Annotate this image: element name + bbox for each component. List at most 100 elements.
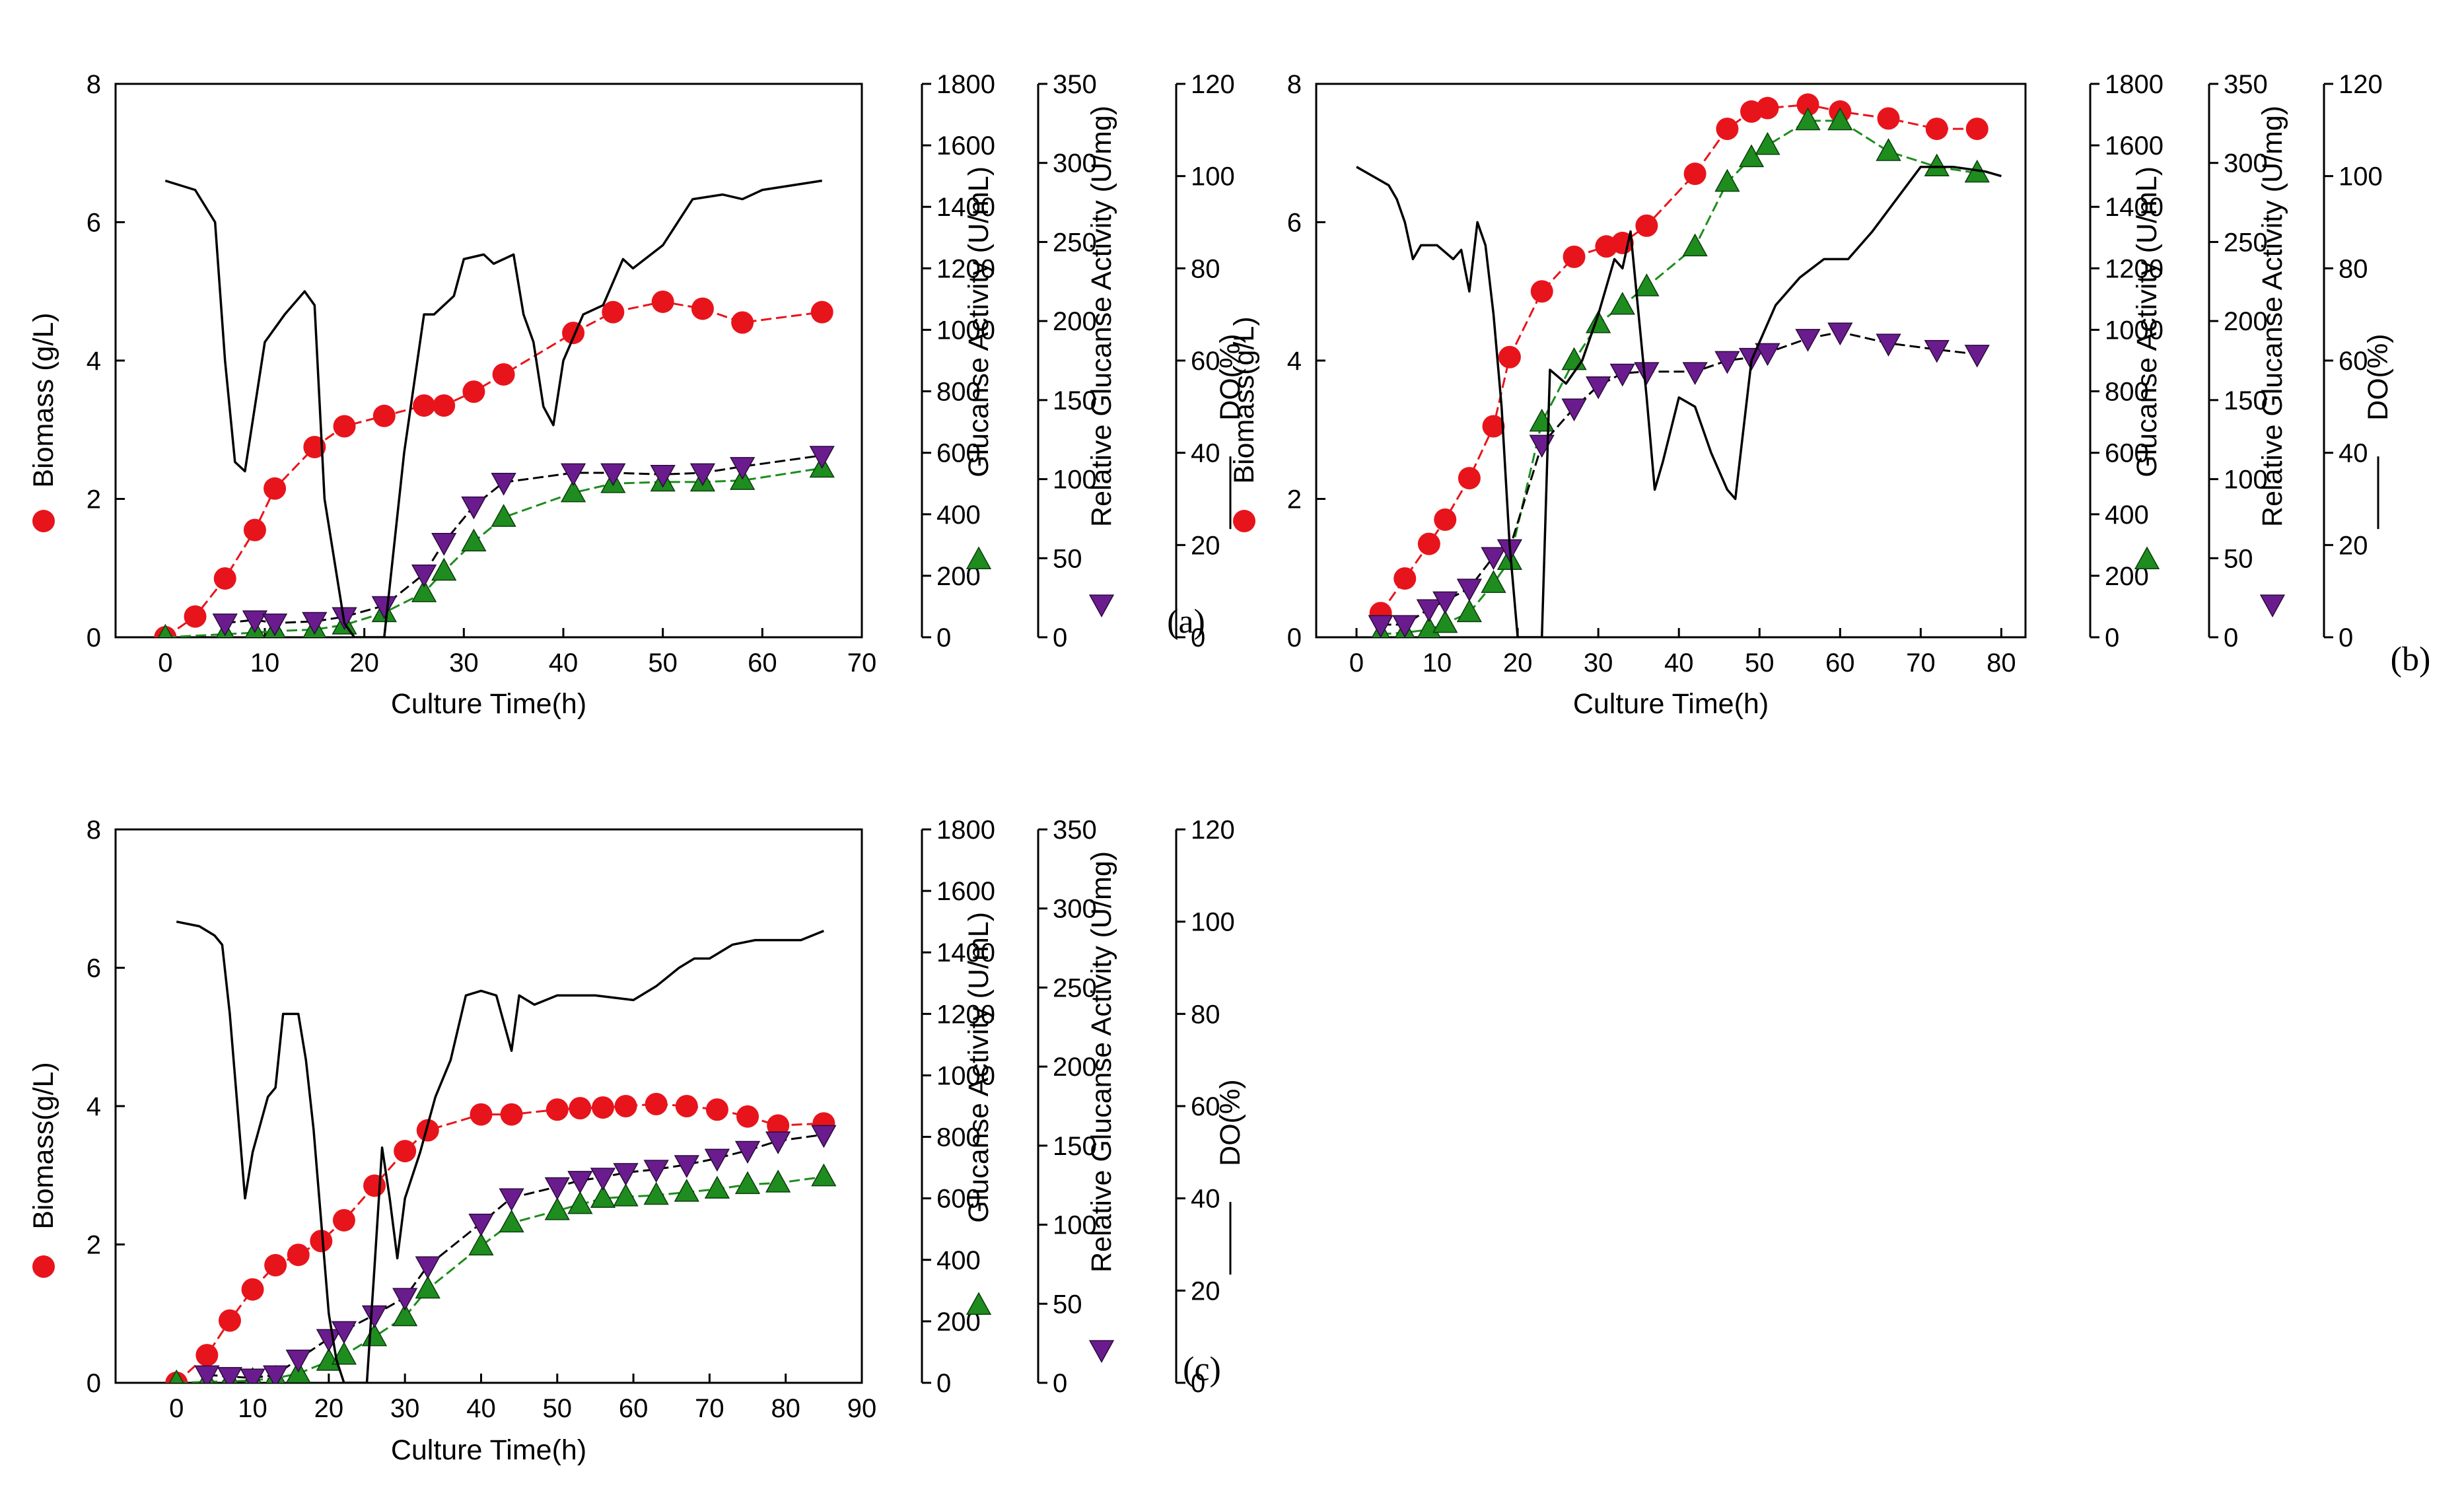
data-point bbox=[416, 1119, 439, 1142]
glucanase-legend-marker bbox=[966, 1292, 992, 1315]
y-tick-label: 6 bbox=[1287, 209, 1302, 238]
glucanase-tick-label: 1000 bbox=[2105, 316, 2164, 345]
relative-legend-marker bbox=[1088, 1340, 1115, 1363]
data-point bbox=[242, 610, 268, 633]
glucanase-tick-label: 1800 bbox=[936, 816, 995, 845]
y-tick-label: 2 bbox=[87, 1231, 101, 1260]
x-axis-label: Culture Time(h) bbox=[391, 688, 586, 720]
data-point bbox=[1755, 343, 1780, 367]
data-point bbox=[331, 1321, 357, 1345]
series-line bbox=[1380, 120, 1977, 635]
data-point bbox=[363, 1174, 386, 1197]
do-tick-label: 120 bbox=[2339, 70, 2383, 99]
relative-glucanase-activity-series bbox=[194, 1125, 837, 1383]
do-tick-label: 0 bbox=[2339, 623, 2353, 652]
data-point bbox=[462, 380, 485, 403]
do-curve bbox=[1356, 165, 2002, 637]
glucanase-tick-label: 1000 bbox=[936, 1061, 995, 1090]
glucanase-activity-series bbox=[169, 1163, 837, 1383]
data-point bbox=[500, 1103, 523, 1126]
data-point bbox=[731, 311, 754, 334]
data-point bbox=[1965, 118, 1989, 141]
data-point bbox=[674, 1179, 699, 1202]
do-series bbox=[176, 920, 825, 1383]
relative-tick-label: 100 bbox=[1053, 1211, 1097, 1240]
data-point bbox=[499, 1188, 524, 1212]
panel-a: 0 10 20 30 40 50 60 70 Culture Time(h) 0 2 4 6 8 Bioma… bbox=[28, 70, 1246, 720]
x-tick-label: 90 bbox=[847, 1394, 877, 1423]
relative-tick-label: 250 bbox=[2224, 228, 2268, 257]
data-point bbox=[1609, 291, 1635, 315]
do-tick-label: 20 bbox=[1191, 531, 1220, 560]
relative-tick-label: 200 bbox=[1053, 1053, 1097, 1082]
series-line bbox=[176, 1103, 824, 1383]
relative-tick-label: 200 bbox=[2224, 307, 2268, 336]
data-point bbox=[411, 564, 437, 588]
data-point bbox=[730, 457, 756, 480]
do-tick-label: 120 bbox=[1191, 816, 1235, 845]
data-point bbox=[262, 613, 288, 637]
relative-axis: 0 50 100 150 200 250 300 350 bbox=[1037, 816, 1097, 1398]
x-tick-label: 20 bbox=[314, 1394, 344, 1423]
y-tick-label: 8 bbox=[87, 70, 101, 99]
data-point bbox=[212, 613, 238, 637]
data-point bbox=[645, 1092, 668, 1115]
relative-tick-label: 200 bbox=[1053, 307, 1097, 336]
data-point bbox=[415, 1275, 440, 1299]
data-point bbox=[1876, 333, 1901, 357]
y-tick-label: 0 bbox=[1287, 623, 1302, 652]
data-point bbox=[1586, 310, 1611, 333]
relative-glucanase-activity-series bbox=[212, 446, 835, 637]
data-point bbox=[546, 1098, 569, 1121]
y-tick-label: 8 bbox=[87, 816, 101, 845]
y-tick-label: 6 bbox=[87, 954, 101, 983]
relative-tick-label: 150 bbox=[1053, 386, 1097, 415]
data-point bbox=[392, 1288, 418, 1311]
glucanase-tick-label: 1400 bbox=[936, 193, 995, 222]
do-tick-label: 100 bbox=[1191, 162, 1235, 192]
data-point bbox=[674, 1155, 699, 1178]
data-point bbox=[560, 463, 586, 487]
do-tick-label: 80 bbox=[1191, 1000, 1220, 1029]
x-tick-label: 20 bbox=[1503, 648, 1533, 678]
biomass-legend-marker bbox=[32, 510, 55, 533]
data-point bbox=[394, 1140, 417, 1163]
glucanase-axis-label: Glucanse Activity (U/mL) bbox=[2131, 166, 2163, 477]
data-point bbox=[413, 394, 436, 417]
data-point bbox=[765, 1170, 791, 1193]
glucanase-activity-series bbox=[158, 454, 835, 637]
relative-tick-label: 50 bbox=[1053, 1290, 1082, 1319]
data-point bbox=[243, 518, 266, 542]
panel-label: (c) bbox=[1183, 1350, 1221, 1388]
x-tick-label: 0 bbox=[169, 1394, 184, 1423]
x-tick-label: 40 bbox=[1664, 648, 1694, 678]
glucanase-legend-marker bbox=[2134, 546, 2160, 570]
x-tick-label: 60 bbox=[748, 648, 777, 678]
do-tick-label: 80 bbox=[2339, 254, 2368, 283]
x-tick-label: 30 bbox=[1584, 648, 1613, 678]
data-point bbox=[169, 1369, 184, 1383]
biomass-series bbox=[165, 1092, 835, 1383]
biomass-series bbox=[154, 290, 833, 637]
x-tick-label: 50 bbox=[648, 648, 678, 678]
relative-axis-label: Relative Glucanse Activity (U/mg) bbox=[1086, 851, 1117, 1273]
data-point bbox=[1458, 467, 1481, 490]
glucanase-tick-label: 400 bbox=[936, 501, 981, 530]
data-point bbox=[1456, 578, 1483, 602]
data-point bbox=[1586, 376, 1611, 400]
data-point bbox=[371, 596, 397, 619]
data-point bbox=[372, 404, 396, 427]
do-tick-label: 60 bbox=[1191, 347, 1220, 376]
glucanase-tick-label: 0 bbox=[936, 623, 951, 652]
data-point bbox=[1498, 345, 1521, 368]
data-point bbox=[264, 477, 287, 500]
do-axis-label: DO(%) bbox=[2362, 333, 2394, 420]
data-point bbox=[1530, 280, 1553, 303]
biomass-legend-marker bbox=[32, 1255, 55, 1278]
do-tick-label: 20 bbox=[1191, 1276, 1220, 1306]
glucanase-tick-label: 800 bbox=[936, 1123, 981, 1152]
panel-b: 0 10 20 30 40 50 60 70 80 Culture Time(h) 0 2 4 6 8 Bio… bbox=[1228, 70, 2430, 720]
data-point bbox=[1877, 107, 1900, 130]
